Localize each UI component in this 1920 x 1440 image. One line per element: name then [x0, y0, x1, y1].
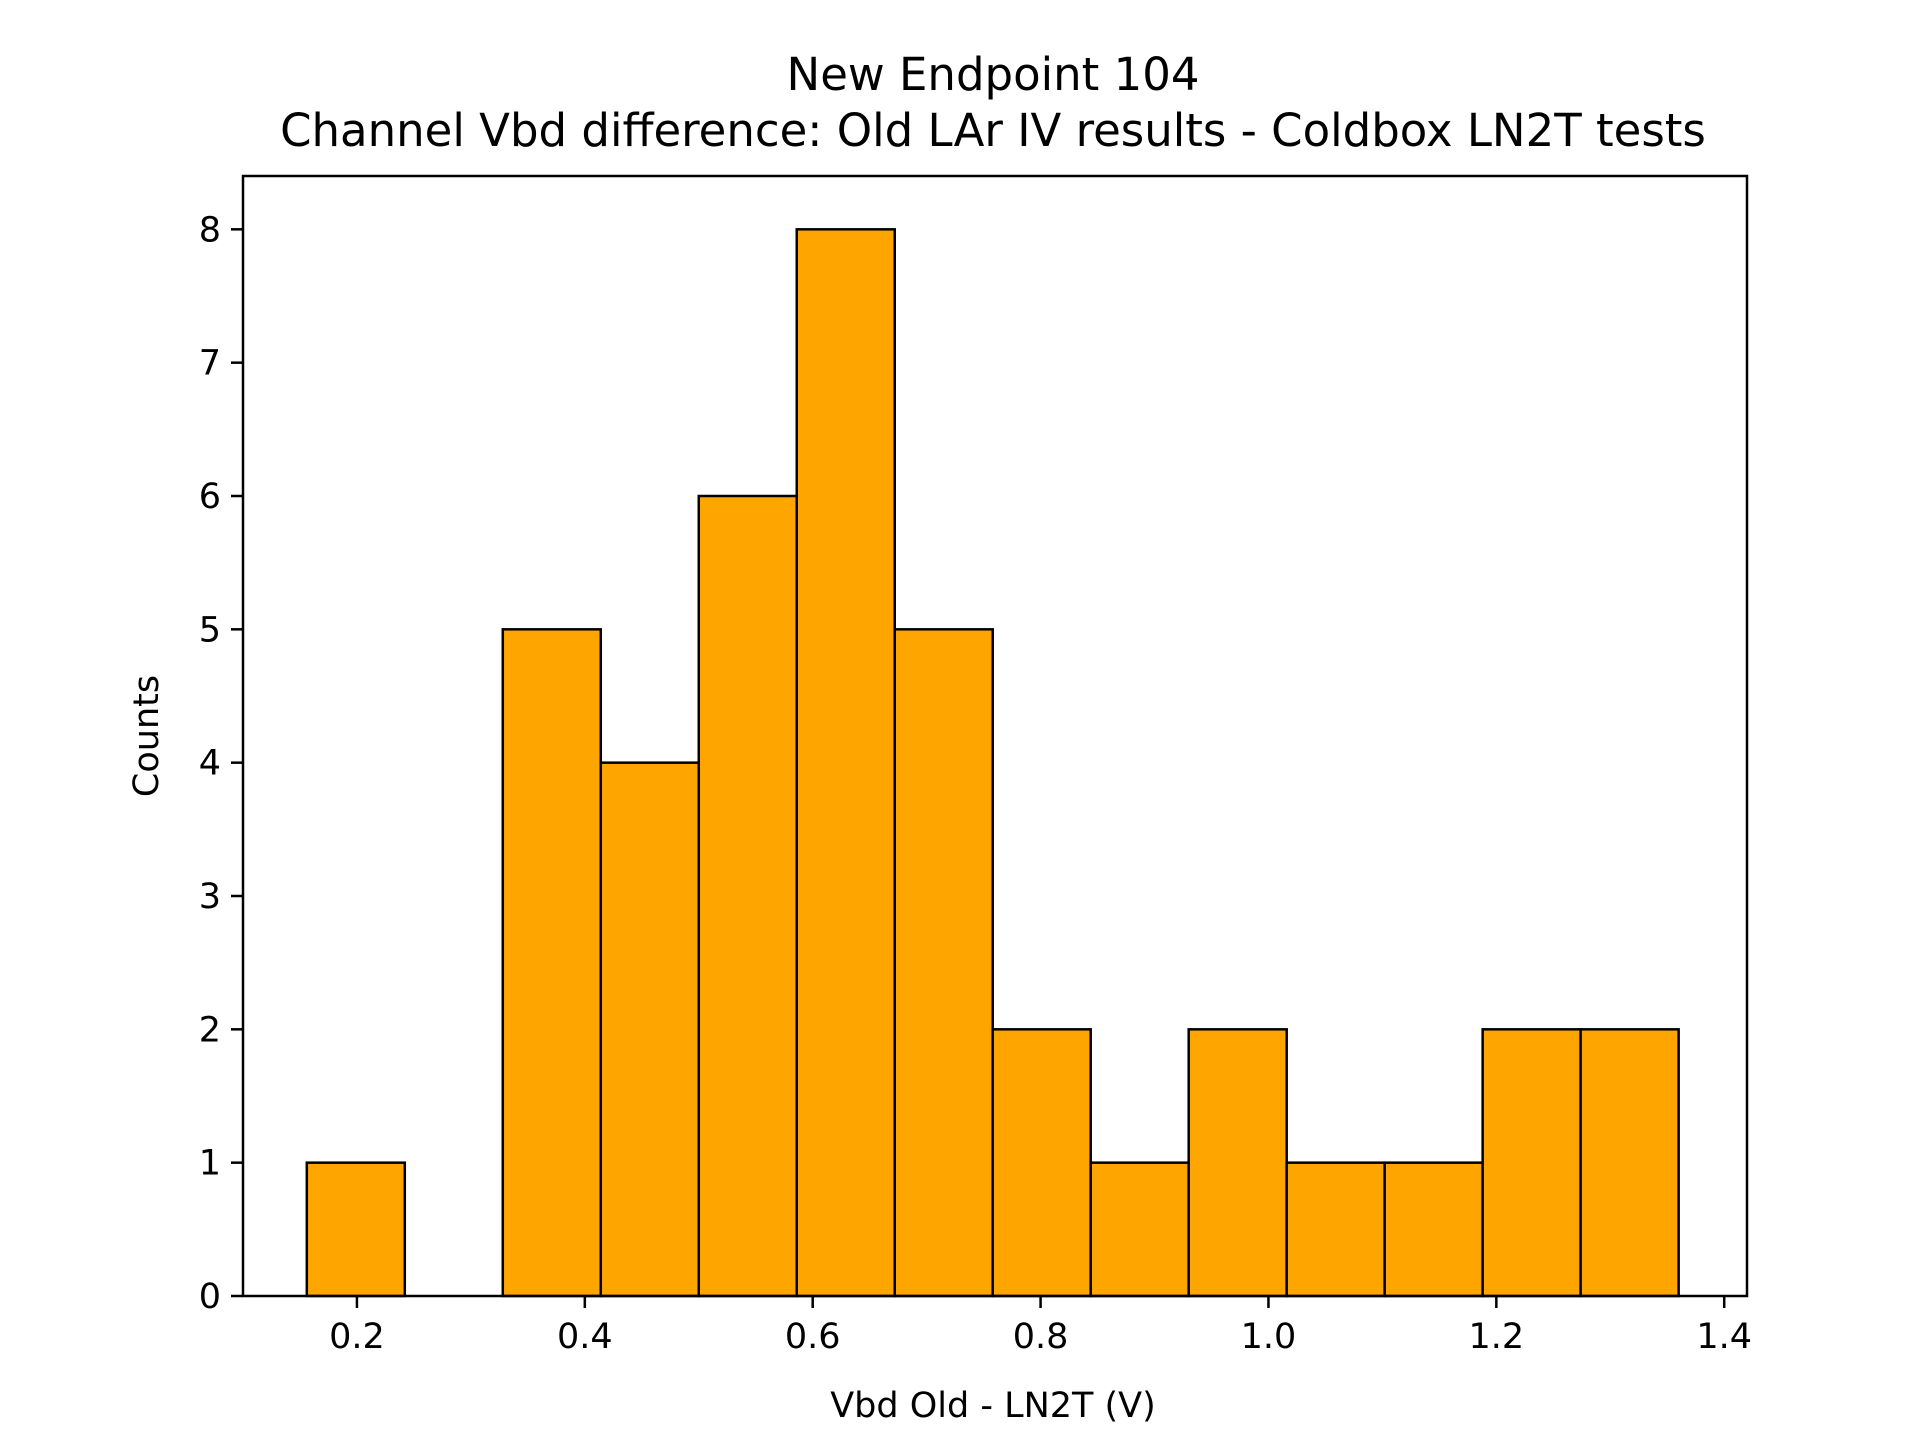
y-tick-label: 5	[199, 610, 221, 650]
x-tick-label: 0.8	[1013, 1317, 1069, 1357]
x-tick-label: 0.6	[785, 1317, 841, 1357]
chart-subtitle: Channel Vbd difference: Old LAr IV resul…	[280, 104, 1706, 157]
plot-frame	[241, 174, 1749, 1298]
x-tick-label: 1.2	[1468, 1317, 1524, 1357]
bars-group	[305, 228, 1680, 1298]
y-axis-ticks: 0 1 2 3 4 5 6 7 8	[199, 210, 243, 1317]
histogram-bar	[599, 761, 701, 1298]
histogram-bar	[1579, 1028, 1680, 1298]
x-tick-label: 0.4	[557, 1317, 613, 1357]
y-tick-label: 6	[199, 477, 221, 517]
x-tick-label: 1.0	[1241, 1317, 1297, 1357]
histogram-bar	[1383, 1161, 1484, 1298]
histogram-bar	[795, 228, 896, 1298]
y-tick-label: 0	[199, 1277, 221, 1317]
histogram-bar	[893, 628, 994, 1298]
histogram-bar	[1481, 1028, 1582, 1298]
histogram-bar	[501, 628, 603, 1298]
histogram-bar	[305, 1161, 407, 1298]
y-axis-label: Counts	[127, 675, 167, 797]
histogram-bar	[991, 1028, 1092, 1298]
histogram-bar	[1285, 1161, 1386, 1298]
y-tick-label: 8	[199, 210, 221, 250]
y-tick-label: 4	[199, 744, 221, 784]
x-axis-ticks: 0.2 0.4 0.6 0.8 1.0 1.2 1.4	[329, 1296, 1752, 1357]
histogram-bar	[1089, 1161, 1190, 1298]
x-tick-label: 1.4	[1696, 1317, 1752, 1357]
y-tick-label: 1	[199, 1144, 221, 1184]
y-tick-label: 7	[199, 344, 221, 384]
histogram-bar	[697, 494, 799, 1298]
x-tick-label: 0.2	[329, 1317, 385, 1357]
y-tick-label: 2	[199, 1010, 221, 1050]
histogram-bar	[1187, 1028, 1288, 1298]
x-axis-label: Vbd Old - LN2T (V)	[830, 1386, 1156, 1426]
y-tick-label: 3	[199, 877, 221, 917]
chart-title: New Endpoint 104	[787, 48, 1200, 101]
